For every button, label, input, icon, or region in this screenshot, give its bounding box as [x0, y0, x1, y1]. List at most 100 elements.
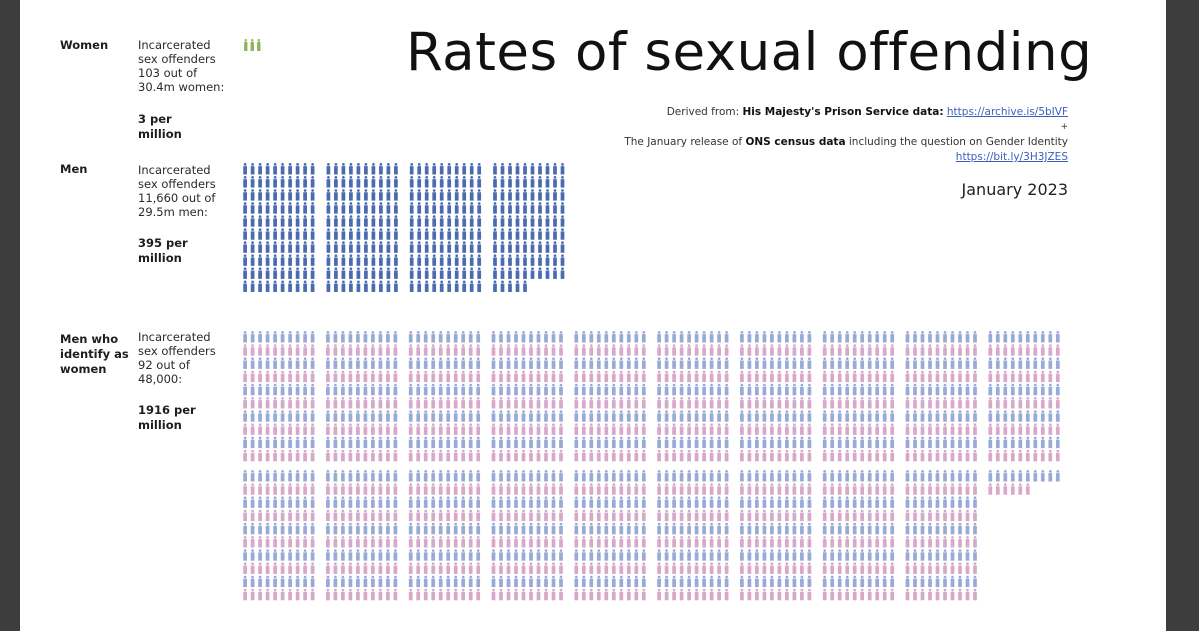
trans-icon: [973, 522, 977, 535]
trans-icon: [626, 470, 631, 482]
men-icon: [417, 163, 422, 175]
trans-icon: [431, 436, 436, 449]
trans-icon: [890, 344, 895, 356]
trans-icon: [740, 344, 744, 356]
trans-icon: [310, 562, 315, 574]
trans-icon: [1025, 357, 1030, 369]
trans-icon: [1018, 483, 1023, 495]
trans-icon: [589, 423, 594, 435]
trans-icon: [514, 588, 518, 601]
trans-icon: [514, 344, 518, 356]
men-icon: [454, 215, 459, 227]
trans-icon: [386, 496, 390, 508]
trans-icon: [807, 496, 812, 508]
trans-icon: [717, 562, 721, 574]
trans-icon: [506, 496, 511, 508]
trans-icon: [551, 588, 556, 601]
trans-icon: [845, 423, 850, 435]
trans-icon: [273, 470, 277, 482]
trans-icon: [837, 496, 842, 508]
trans-icon: [589, 436, 594, 449]
trans-icon: [371, 562, 375, 574]
trans-icon: [273, 549, 277, 561]
trans-icon: [273, 423, 277, 435]
trans-icon: [882, 370, 887, 383]
trans-icon: [687, 522, 691, 535]
trans-icon: [634, 562, 639, 574]
trans-icon: [747, 397, 752, 409]
trans-icon: [943, 575, 947, 588]
trans-icon: [913, 588, 917, 601]
men-icon: [462, 254, 467, 266]
trans-icon: [544, 410, 548, 422]
trans-icon: [762, 470, 767, 482]
trans-icon: [295, 449, 300, 462]
trans-icon: [747, 522, 752, 535]
trans-icon: [333, 423, 338, 435]
trans-icon: [882, 331, 887, 343]
trans-icon: [611, 549, 616, 561]
trans-icon: [822, 509, 827, 522]
trans-icon: [506, 549, 511, 561]
trans-icon: [476, 397, 481, 409]
trans-icon: [326, 588, 330, 601]
men-icon: [553, 254, 557, 266]
trans-icon: [468, 423, 473, 435]
trans-icon: [408, 344, 413, 356]
trans-icon: [1048, 470, 1053, 482]
trans-icon: [830, 383, 835, 396]
trans-icon: [243, 536, 247, 548]
trans-icon: [619, 357, 624, 369]
trans-icon: [521, 423, 526, 435]
trans-icon: [521, 331, 526, 343]
trans-icon: [371, 536, 375, 548]
trans-icon: [837, 588, 842, 601]
men-icon: [250, 241, 255, 253]
trans-icon: [341, 370, 345, 383]
trans-icon: [581, 496, 586, 508]
trans-icon: [920, 423, 925, 435]
trans-icon: [702, 549, 706, 561]
men-icon: [265, 215, 270, 227]
trans-icon: [920, 470, 925, 482]
trans-icon: [1033, 436, 1038, 449]
trans-icon: [544, 370, 548, 383]
trans-icon: [882, 588, 887, 601]
source-hm-link[interactable]: https://archive.is/5bIVF: [946, 106, 1068, 118]
trans-icon: [694, 496, 699, 508]
trans-icon: [755, 449, 759, 462]
men-icon: [462, 241, 467, 253]
trans-icon: [604, 509, 609, 522]
trans-icon: [890, 470, 895, 482]
trans-icon: [611, 588, 616, 601]
trans-icon: [589, 370, 594, 383]
men-icon: [515, 189, 520, 201]
trans-icon: [860, 522, 865, 535]
trans-icon: [1048, 370, 1053, 383]
trans-icon: [958, 470, 962, 482]
trans-icon: [943, 397, 947, 409]
trans-icon: [476, 496, 481, 508]
trans-icon: [702, 483, 706, 495]
trans-icon: [724, 588, 729, 601]
men-icon: [447, 228, 452, 240]
men-icon: [288, 228, 292, 240]
men-icon: [349, 280, 353, 292]
trans-icon: [393, 509, 398, 522]
trans-icon: [273, 449, 277, 462]
trans-icon: [687, 344, 691, 356]
trans-icon: [672, 410, 676, 422]
trans-icon: [664, 383, 669, 396]
trans-icon: [476, 370, 481, 383]
trans-icon: [476, 536, 481, 548]
men-icon: [273, 176, 277, 188]
trans-icon: [740, 383, 744, 396]
trans-icon: [393, 536, 398, 548]
trans-icon: [341, 357, 345, 369]
men-icon: [477, 241, 482, 253]
source-ons-link[interactable]: https://bit.ly/3H3JZES: [955, 151, 1068, 163]
trans-icon: [1055, 370, 1060, 383]
trans-icon: [890, 331, 895, 343]
trans-icon: [830, 357, 835, 369]
trans-icon: [529, 549, 533, 561]
